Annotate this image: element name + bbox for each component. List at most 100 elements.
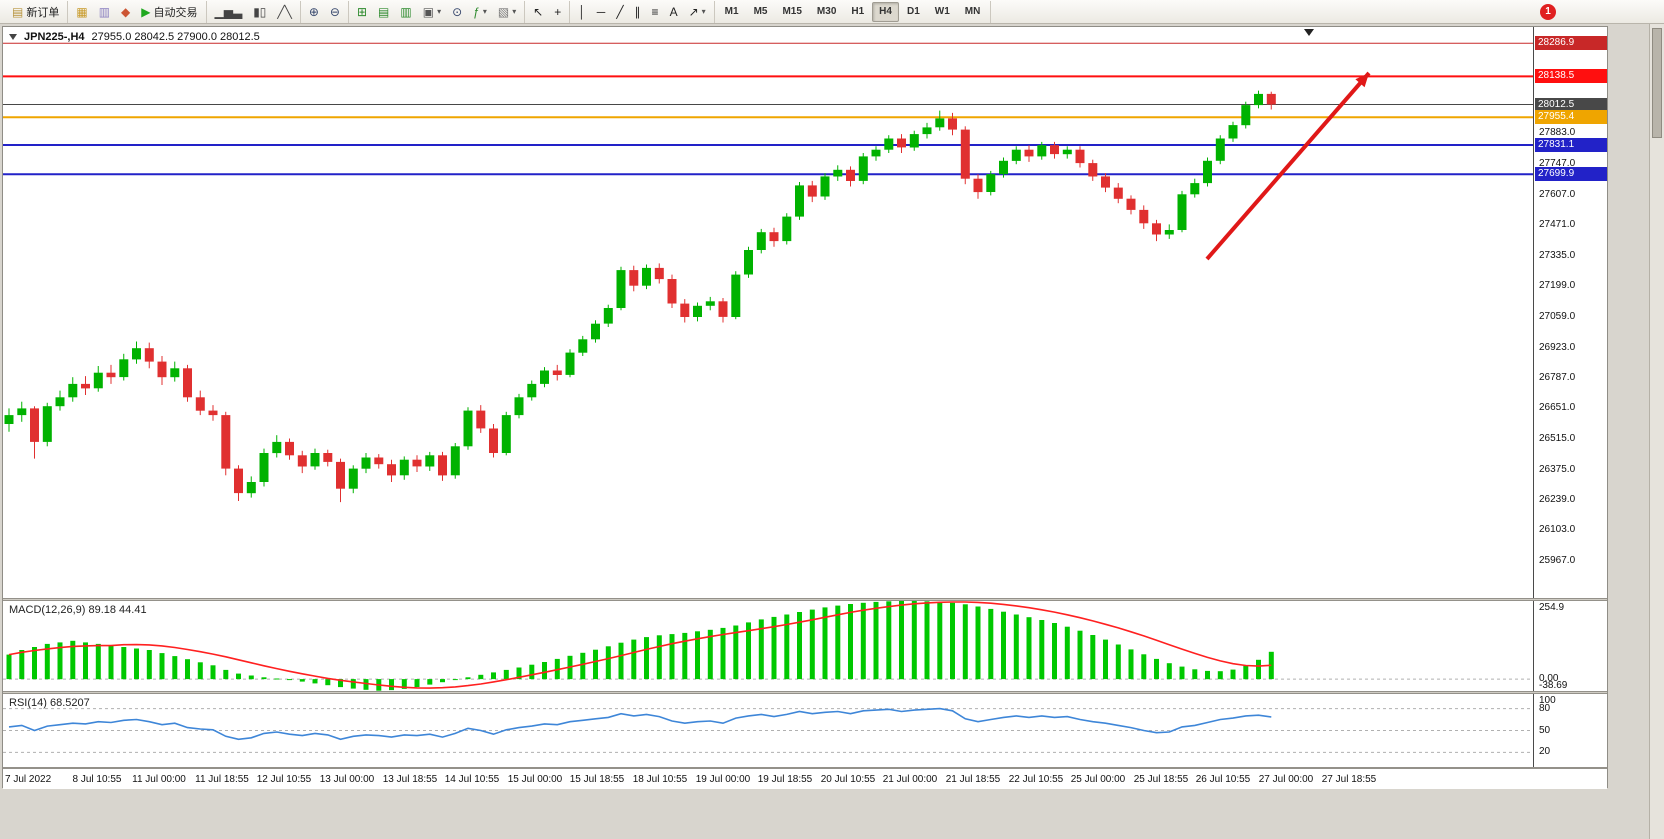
metaeditor-button[interactable]: ◆ (116, 2, 135, 22)
candle-body (871, 149, 881, 157)
candle-body (323, 453, 333, 462)
vertical-line-button[interactable]: │ (573, 2, 591, 22)
timeframe-d1-button[interactable]: D1 (900, 2, 927, 22)
candlestick-chart-button[interactable]: ▮▯ (248, 2, 271, 22)
templates-button[interactable]: ▧ ▾ (493, 2, 521, 22)
macd-histogram-bar (975, 606, 981, 680)
rsi-canvas[interactable] (3, 694, 1533, 767)
time-axis-label: 11 Jul 00:00 (132, 774, 186, 785)
macd-histogram-bar (1103, 639, 1108, 680)
time-axis[interactable]: 7 Jul 2022 8 Jul 10:55 11 Jul 00:00 11 Jul … (3, 769, 1607, 789)
price-tick-label: 27883.0 (1539, 127, 1576, 138)
main-chart-canvas[interactable] (3, 27, 1533, 598)
candle-body (450, 446, 460, 476)
autotrading-icon: ▶ (141, 4, 151, 19)
trend-arrow-annotation[interactable] (1205, 71, 1371, 261)
fibonacci-button[interactable]: ≡ (647, 2, 664, 22)
panel-splitter[interactable] (3, 691, 1607, 694)
chart-shift-marker[interactable] (1304, 29, 1314, 36)
candle-body (858, 156, 868, 181)
period-time-button[interactable]: ⊙ (447, 2, 467, 22)
one-click-trading-toggle[interactable] (9, 34, 17, 40)
price-tick-label: 27747.0 (1539, 158, 1576, 169)
candle-body (234, 468, 243, 494)
new-window-button[interactable]: ▣ ▾ (418, 2, 446, 22)
text-label-button[interactable]: A (665, 2, 683, 22)
candle-body (1177, 194, 1187, 230)
candle-body (1241, 105, 1251, 126)
macd-histogram-bar (491, 672, 496, 680)
panel-splitter[interactable] (3, 598, 1607, 601)
autotrading-button[interactable]: ▶ 自动交易 (136, 2, 202, 22)
candle-body (68, 383, 78, 398)
bar-chart-button[interactable]: ▁▅▃ (210, 2, 248, 22)
crosshair-button[interactable]: + (549, 2, 566, 22)
timeframe-m30-button[interactable]: M30 (810, 2, 843, 22)
templates-icon: ▧ (497, 4, 510, 19)
symbol-period-label: JPN225-,H4 (24, 31, 85, 43)
tile-horizontal-icon: ▤ (378, 4, 390, 19)
rsi-scale-label: 80 (1539, 703, 1551, 714)
cursor-button[interactable]: ↖ (528, 2, 548, 22)
candle-body (884, 138, 894, 150)
candle-body (476, 410, 486, 429)
candle-body (4, 415, 14, 424)
candle-body (336, 461, 345, 489)
main-chart-panel: 28286.9 28138.5 28012.5 27955.4 27831.1 27699… (3, 27, 1607, 598)
macd-histogram-bar (911, 601, 917, 680)
macd-histogram-bar (899, 601, 904, 680)
tile-windows-button[interactable]: ⊞ (352, 2, 372, 22)
vertical-scrollbar[interactable] (1649, 24, 1664, 839)
candle-body (642, 267, 651, 286)
candle-body (782, 216, 792, 242)
candle-body (501, 415, 511, 453)
macd-histogram-bar (1230, 669, 1236, 680)
macd-histogram-bar (516, 667, 522, 680)
candle-body (540, 370, 549, 384)
equidistant-channel-button[interactable]: ∥ (630, 2, 646, 22)
tile-horizontal-button[interactable]: ▤ (373, 2, 394, 22)
horizontal-line-button[interactable]: ─ (592, 2, 611, 22)
trendline-button[interactable]: ╱ (611, 2, 628, 22)
candle-body (795, 185, 804, 217)
macd-histogram-bar (389, 679, 394, 691)
new-chart-button[interactable]: ▦ (71, 2, 92, 22)
zoom-in-button[interactable]: ⊕ (304, 2, 324, 22)
timeframe-h4-button[interactable]: H4 (872, 1, 899, 22)
candle-body (807, 185, 817, 197)
macd-histogram-bar (363, 679, 369, 690)
zoom-out-button[interactable]: ⊖ (325, 2, 345, 22)
price-tick-label: 26375.0 (1539, 464, 1576, 475)
macd-histogram-bar (427, 679, 433, 685)
rsi-scale-label: 100 (1539, 695, 1556, 706)
timeframe-mn-button[interactable]: MN (958, 2, 988, 22)
candle-body (119, 359, 129, 378)
ohlc-values: 27955.0 28042.5 27900.0 28012.5 (91, 31, 260, 43)
new-order-button[interactable]: ▤ 新订单 (7, 2, 64, 22)
profiles-button[interactable]: ▥ (94, 2, 115, 22)
timeframe-w1-button[interactable]: W1 (928, 2, 957, 22)
macd-canvas[interactable] (3, 601, 1533, 691)
arrows-button[interactable]: ↗ ▾ (684, 2, 711, 22)
macd-histogram-bar (797, 612, 802, 680)
timeframe-h1-button[interactable]: H1 (844, 2, 871, 22)
timeframe-m5-button[interactable]: M5 (747, 2, 775, 22)
rsi-axis: 100 80 50 20 (1533, 694, 1607, 767)
macd-histogram-bar (134, 648, 139, 680)
scrollbar-thumb[interactable] (1652, 28, 1662, 138)
macd-histogram-bar (771, 616, 777, 680)
vertical-line-icon: │ (578, 4, 586, 19)
candle-body (272, 441, 282, 454)
tile-vertical-button[interactable]: ▥ (395, 2, 416, 22)
price-axis[interactable]: 28286.9 28138.5 28012.5 27955.4 27831.1 27699… (1533, 27, 1607, 598)
macd-histogram-bar (784, 614, 790, 680)
new-order-label: 新订单 (26, 6, 60, 19)
chevron-down-icon: ▾ (701, 7, 706, 16)
notification-badge[interactable]: 1 (1540, 3, 1556, 20)
indicators-button[interactable]: ƒ ▾ (468, 2, 492, 22)
timeframe-m15-button[interactable]: M15 (775, 2, 808, 22)
macd-scale-label: -38.69 (1539, 680, 1568, 691)
timeframe-m1-button[interactable]: M1 (718, 2, 746, 22)
candle-body (285, 441, 294, 456)
line-chart-button[interactable]: ╱╲ (272, 2, 296, 22)
